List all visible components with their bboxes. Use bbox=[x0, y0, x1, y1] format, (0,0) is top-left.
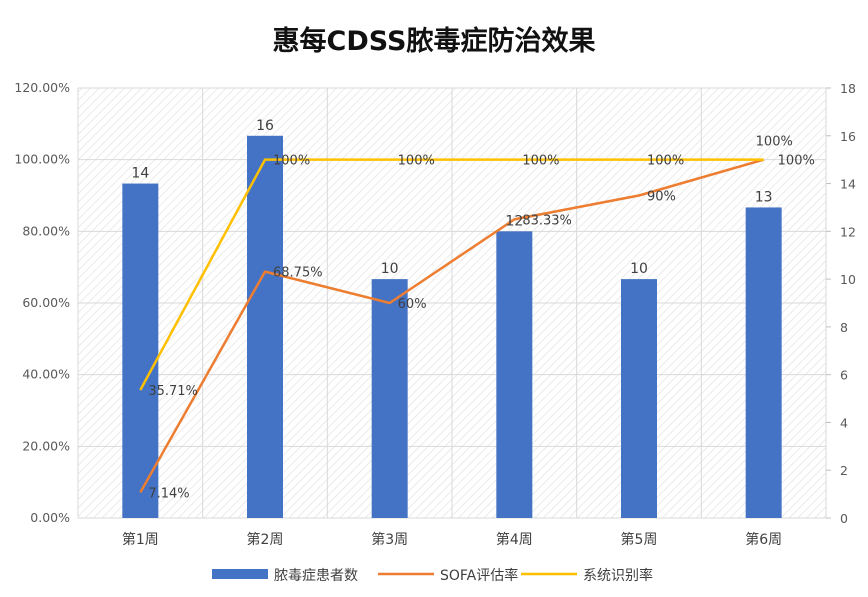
bar-data-label: 10 bbox=[381, 261, 399, 277]
bar bbox=[122, 183, 159, 519]
bar bbox=[371, 279, 408, 518]
recognition-data-label: 100% bbox=[398, 154, 435, 169]
recognition-data-label: 100% bbox=[647, 154, 684, 169]
left-axis-tick-label: 80.00% bbox=[22, 223, 70, 238]
bar bbox=[496, 231, 533, 519]
line-series bbox=[139, 158, 765, 494]
sofa-data-label: 60% bbox=[398, 297, 427, 312]
sofa-data-label: 90% bbox=[647, 190, 676, 205]
recognition-data-label: 35.71% bbox=[148, 384, 198, 399]
left-axis-tick-label: 120.00% bbox=[14, 80, 70, 95]
bar bbox=[745, 207, 782, 518]
legend-label-sofa: SOFA评估率 bbox=[440, 567, 518, 584]
category-label: 第1周 bbox=[122, 531, 159, 548]
bar-data-label: 16 bbox=[256, 118, 274, 134]
legend-swatch-bar bbox=[212, 569, 268, 579]
recognition-data-label: 100% bbox=[522, 154, 559, 169]
chart-title: 惠每CDSS脓毒症防治效果 bbox=[273, 25, 596, 57]
legend: 脓毒症患者数 SOFA评估率 系统识别率 bbox=[212, 567, 653, 584]
right-axis-tick-label: 14 bbox=[840, 177, 856, 192]
category-axis: 第1周 第2周 第3周 第4周 第5周 第6周 bbox=[122, 531, 782, 548]
data-labels: 14 16 10 12 10 13 7.14% 68.75% 60% 83.33% 90% 100% 3… bbox=[131, 118, 814, 502]
left-axis-tick-label: 60.00% bbox=[22, 295, 70, 310]
right-axis-tick-label: 18 bbox=[840, 81, 856, 96]
sofa-data-label: 7.14% bbox=[148, 486, 189, 501]
recognition-line bbox=[139, 158, 764, 391]
right-axis-tick-label: 10 bbox=[840, 272, 856, 287]
bar bbox=[247, 135, 283, 518]
left-axis-tick-label: 100.00% bbox=[14, 152, 70, 167]
legend-label-recognition: 系统识别率 bbox=[583, 567, 653, 584]
right-axis-tick-label: 6 bbox=[840, 368, 848, 383]
sofa-data-label: 100% bbox=[778, 154, 815, 169]
category-label: 第3周 bbox=[371, 531, 408, 548]
bar-series bbox=[122, 135, 782, 519]
recognition-data-label: 100% bbox=[273, 154, 310, 169]
legend-label-bar: 脓毒症患者数 bbox=[274, 567, 358, 584]
left-axis-tick-label: 40.00% bbox=[22, 367, 70, 382]
category-label: 第2周 bbox=[247, 531, 284, 548]
right-axis-tick-label: 16 bbox=[840, 129, 856, 144]
right-axis-tick-label: 8 bbox=[840, 320, 848, 335]
bar-data-label: 14 bbox=[131, 166, 149, 182]
sofa-data-label: 68.75% bbox=[273, 266, 323, 281]
right-axis-tick-label: 2 bbox=[840, 463, 848, 478]
right-axis: 0 2 4 6 8 10 12 14 16 18 bbox=[840, 81, 856, 526]
category-label: 第4周 bbox=[496, 531, 533, 548]
right-axis-tick-label: 4 bbox=[840, 415, 848, 430]
category-label: 第5周 bbox=[621, 531, 658, 548]
sofa-line bbox=[139, 158, 765, 494]
left-axis: 0.00% 20.00% 40.00% 60.00% 80.00% 100.00% 120.… bbox=[14, 80, 70, 525]
bar-data-label: 10 bbox=[630, 261, 648, 277]
bar-data-label: 13 bbox=[755, 189, 773, 205]
left-axis-tick-label: 0.00% bbox=[30, 510, 70, 525]
right-axis-tick-label: 0 bbox=[840, 511, 848, 526]
recognition-data-label: 100% bbox=[756, 135, 793, 150]
sofa-data-label: 83.33% bbox=[522, 213, 572, 228]
bar-data-label: 12 bbox=[505, 213, 523, 229]
bar bbox=[621, 279, 657, 518]
right-axis-tick-label: 12 bbox=[840, 224, 856, 239]
left-axis-tick-label: 20.00% bbox=[22, 438, 70, 453]
category-label: 第6周 bbox=[745, 531, 782, 548]
